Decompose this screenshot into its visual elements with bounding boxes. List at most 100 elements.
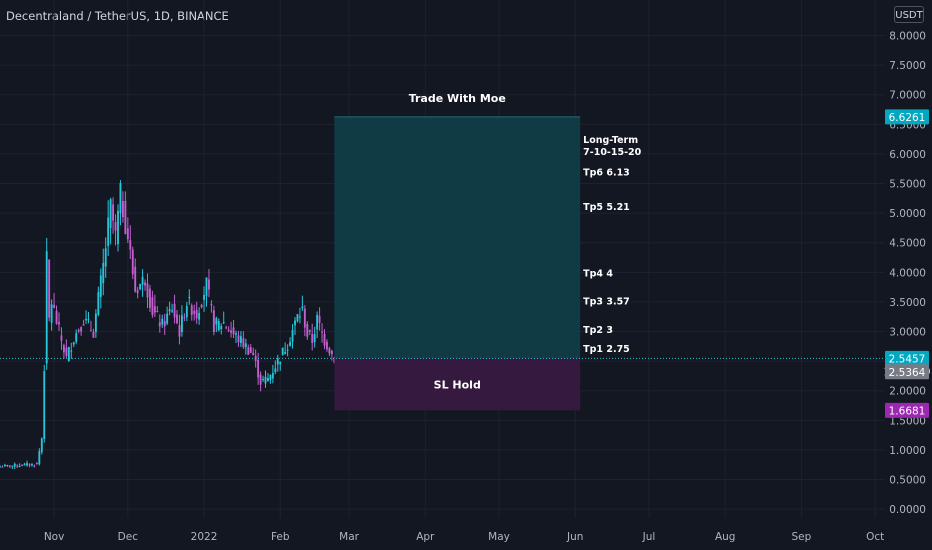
candle-body (6, 464, 9, 466)
candle-body (306, 323, 309, 337)
time-axis[interactable]: Nov Dec 2022 Feb Mar Apr May Jun Jul Aug Sep Oct (44, 531, 884, 543)
take-profit-zone[interactable] (334, 116, 581, 359)
candle-body (237, 335, 240, 343)
candle-body (210, 304, 213, 306)
candle-body (136, 290, 139, 294)
candle-body (121, 201, 124, 218)
candle-body (11, 465, 14, 467)
candle-body (21, 464, 24, 466)
candle-body (321, 331, 323, 333)
target-label: Tp5 5.21 (583, 202, 630, 213)
price-badge: 6.6261 (885, 109, 929, 125)
candle-body (166, 313, 169, 324)
candle-body (8, 465, 11, 467)
candle-body (203, 294, 205, 300)
candle-body (326, 341, 328, 350)
stop-loss-zone[interactable] (334, 358, 581, 411)
x-tick-label: Dec (118, 531, 139, 543)
candle-body (225, 327, 228, 329)
candle-body (311, 334, 314, 343)
candle-body (117, 210, 119, 245)
candle-body (289, 341, 292, 346)
candle-body (31, 463, 33, 466)
target-label: Tp1 2.75 (583, 344, 630, 355)
candle-body (87, 319, 90, 321)
candle-body (188, 297, 191, 299)
candle-body (168, 308, 171, 312)
candle-body (262, 378, 264, 380)
candle-body (276, 358, 279, 365)
candle-body (129, 239, 132, 250)
candle-body (274, 368, 277, 373)
x-tick-label: 2022 (191, 531, 218, 543)
candle-body (18, 465, 21, 467)
candle-body (235, 333, 237, 335)
candle-body (195, 309, 198, 319)
x-tick-label: Apr (416, 531, 435, 543)
y-tick-label: 8.0000 (889, 31, 926, 43)
candle-body (239, 336, 242, 343)
y-tick-label: 2.0000 (889, 386, 926, 398)
candle-body (3, 464, 6, 467)
x-tick-label: Aug (715, 531, 736, 543)
candle-body (286, 349, 289, 351)
candle-body (144, 282, 146, 286)
currency-button[interactable]: USDT (894, 6, 924, 23)
candle-body (35, 463, 38, 465)
price-badge-value: 6.6261 (889, 112, 926, 124)
candle-body (185, 306, 188, 318)
candle-body (264, 376, 267, 384)
candle-body (153, 306, 156, 313)
candle-body (43, 371, 46, 440)
candle-body (161, 318, 164, 325)
candles (0, 180, 336, 470)
x-tick-label: Oct (866, 531, 884, 543)
candle-body (242, 338, 245, 348)
candle-body (60, 335, 63, 341)
candle-body (220, 325, 223, 330)
candle-body (259, 374, 262, 385)
target-label: Tp2 3 (583, 325, 613, 336)
candle-body (298, 316, 301, 318)
candle-body (156, 310, 159, 312)
candle-body (318, 315, 321, 323)
target-label: Tp4 4 (583, 268, 613, 279)
candle-body (97, 292, 100, 315)
candle-body (109, 199, 112, 228)
candle-body (0, 466, 1, 468)
candle-body (249, 347, 252, 353)
candle-body (198, 312, 201, 320)
candle-body (77, 329, 80, 332)
candle-body (230, 330, 233, 333)
candle-body (244, 343, 247, 348)
y-tick-label: 1.5000 (889, 415, 926, 427)
y-tick-label: 0.5000 (889, 475, 926, 487)
candle-body (193, 310, 196, 314)
y-tick-label: 7.0000 (889, 90, 926, 102)
x-tick-label: Nov (44, 531, 65, 543)
x-tick-label: May (488, 531, 510, 543)
candle-body (126, 228, 129, 240)
candle-body (323, 333, 326, 346)
price-axis[interactable]: 8.00007.50007.00006.50006.00005.50005.00… (889, 31, 926, 517)
candle-body (16, 465, 19, 467)
candle-body (92, 331, 95, 338)
candle-body (139, 283, 142, 290)
candle-body (112, 204, 115, 221)
price-badge-bg (885, 364, 929, 380)
candle-body (151, 297, 154, 316)
candle-body (180, 315, 183, 333)
y-tick-label: 1.0000 (889, 445, 926, 457)
candle-body (190, 305, 193, 316)
candle-body (328, 348, 331, 354)
price-badge: 1.6681 (885, 402, 929, 418)
candle-body (205, 277, 208, 296)
candle-body (271, 372, 274, 379)
chart-title: Decentraland / TetherUS, 1D, BINANCE (6, 9, 229, 23)
candle-body (171, 310, 174, 312)
candle-body (163, 320, 166, 327)
candle-body (50, 304, 53, 323)
x-tick-label: Jul (642, 531, 656, 543)
